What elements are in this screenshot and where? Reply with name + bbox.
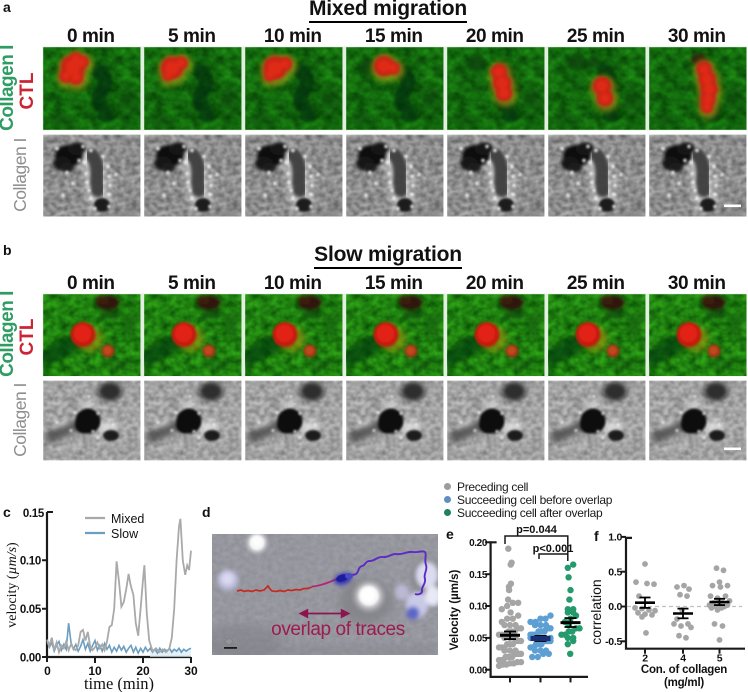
svg-text:(mg/ml): (mg/ml): [664, 677, 704, 689]
svg-text:0.15: 0.15: [469, 570, 488, 581]
svg-text:0.05: 0.05: [469, 634, 488, 645]
svg-text:Con. of collagen: Con. of collagen: [641, 664, 727, 676]
svg-text:1.0: 1.0: [608, 532, 622, 544]
svg-text:Velocity (µm/s): Velocity (µm/s): [449, 569, 461, 650]
svg-text:0.00: 0.00: [469, 665, 488, 676]
svg-text:0.10: 0.10: [20, 556, 41, 568]
svg-text:20: 20: [136, 664, 150, 678]
svg-text:0: 0: [44, 664, 51, 678]
svg-text:p=0.044: p=0.044: [516, 524, 558, 536]
svg-text:p<0.001: p<0.001: [533, 543, 574, 555]
svg-text:0.00: 0.00: [20, 653, 41, 665]
svg-text:0.15: 0.15: [23, 508, 45, 520]
svg-text:5: 5: [717, 653, 723, 665]
svg-text:-0.5: -0.5: [605, 636, 622, 648]
svg-text:velocity (µm/s): velocity (µm/s): [5, 542, 20, 628]
svg-text:time (min): time (min): [84, 674, 154, 692]
svg-text:Mixed: Mixed: [111, 512, 144, 526]
svg-text:correlation: correlation: [588, 579, 604, 644]
svg-text:Slow: Slow: [111, 527, 139, 541]
svg-text:4: 4: [680, 653, 686, 665]
svg-text:30: 30: [184, 664, 198, 678]
svg-text:overlap of traces: overlap of traces: [271, 619, 405, 640]
svg-text:10: 10: [88, 664, 102, 678]
svg-text:0.05: 0.05: [20, 604, 42, 616]
svg-text:0.0: 0.0: [608, 601, 622, 613]
svg-text:0.10: 0.10: [469, 602, 488, 613]
svg-text:2: 2: [642, 653, 648, 665]
svg-text:0.5: 0.5: [608, 566, 622, 578]
svg-text:0.20: 0.20: [469, 538, 488, 549]
